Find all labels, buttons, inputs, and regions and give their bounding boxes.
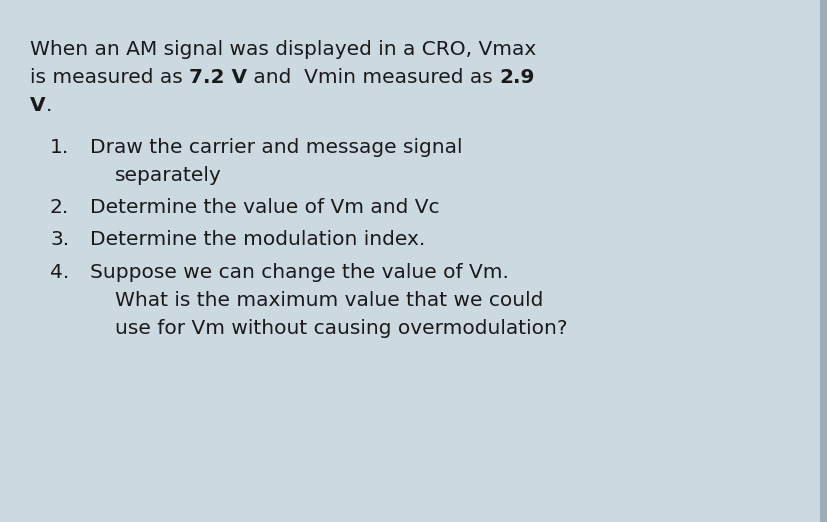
Text: What is the maximum value that we could: What is the maximum value that we could: [115, 291, 543, 310]
Text: is measured as: is measured as: [30, 68, 189, 87]
Text: Suppose we can change the value of Vm.: Suppose we can change the value of Vm.: [90, 263, 509, 281]
Text: Draw the carrier and message signal: Draw the carrier and message signal: [90, 138, 462, 157]
Text: Determine the modulation index.: Determine the modulation index.: [90, 230, 425, 250]
Text: 2.: 2.: [50, 198, 69, 217]
Text: Determine the value of Vm and Vc: Determine the value of Vm and Vc: [90, 198, 439, 217]
Text: 4.: 4.: [50, 263, 69, 281]
Text: 2.9: 2.9: [499, 68, 534, 87]
Text: 7.2 V: 7.2 V: [189, 68, 247, 87]
Text: .: .: [45, 96, 52, 115]
Text: 3.: 3.: [50, 230, 69, 250]
Text: and  Vmin measured as: and Vmin measured as: [247, 68, 499, 87]
Text: When an AM signal was displayed in a CRO, Vmax: When an AM signal was displayed in a CRO…: [30, 40, 536, 59]
Text: separately: separately: [115, 166, 222, 185]
Text: 1.: 1.: [50, 138, 69, 157]
Text: V: V: [30, 96, 45, 115]
Text: use for Vm without causing overmodulation?: use for Vm without causing overmodulatio…: [115, 318, 566, 338]
Bar: [819, 0, 827, 522]
